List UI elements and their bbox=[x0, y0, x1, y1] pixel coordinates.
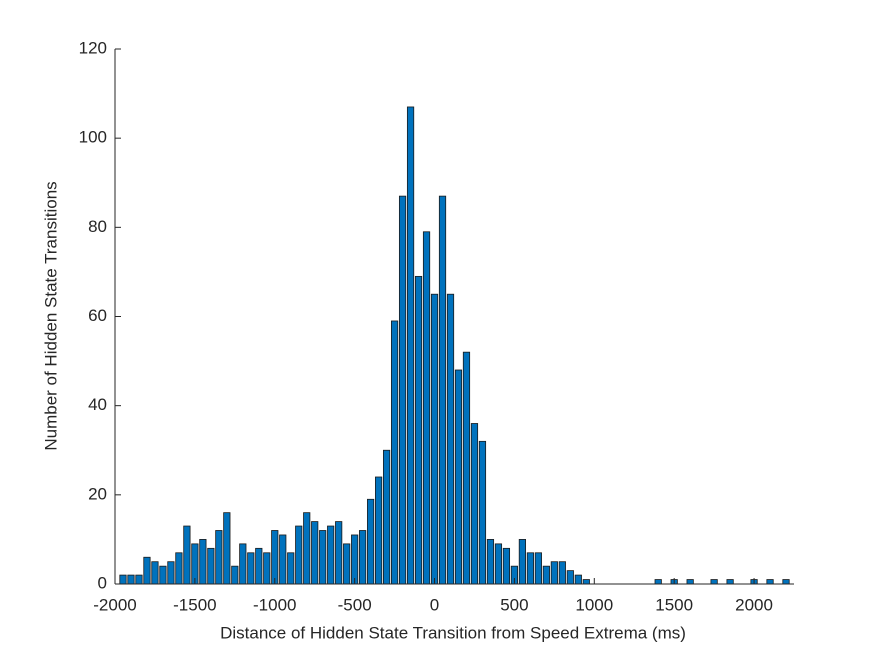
bar bbox=[287, 552, 295, 585]
bar bbox=[542, 565, 550, 585]
bar bbox=[343, 543, 351, 585]
y-tick-label: 0 bbox=[98, 573, 107, 592]
bar bbox=[390, 320, 399, 585]
bar bbox=[726, 579, 734, 585]
x-tick-label: -1000 bbox=[253, 595, 296, 614]
bar bbox=[159, 565, 167, 585]
y-tick-label: 80 bbox=[88, 217, 107, 236]
bar bbox=[470, 423, 479, 585]
bar bbox=[550, 561, 558, 585]
bar bbox=[526, 552, 534, 585]
bar bbox=[375, 476, 383, 585]
bar bbox=[327, 525, 335, 585]
bar bbox=[766, 579, 774, 585]
y-tick-label: 120 bbox=[79, 38, 107, 57]
bar bbox=[398, 195, 407, 585]
bar bbox=[462, 351, 471, 585]
bar bbox=[558, 561, 566, 585]
bar bbox=[422, 231, 431, 585]
x-tick-label: -2000 bbox=[93, 595, 136, 614]
x-tick-label: -1500 bbox=[173, 595, 216, 614]
bar bbox=[454, 369, 463, 585]
bar bbox=[295, 525, 303, 585]
bar bbox=[430, 293, 439, 585]
bar bbox=[582, 579, 590, 585]
bar bbox=[303, 512, 311, 585]
x-tick-label: 500 bbox=[500, 595, 528, 614]
bar bbox=[383, 449, 391, 585]
bar bbox=[518, 539, 526, 585]
bar bbox=[279, 534, 287, 585]
bar bbox=[207, 547, 215, 585]
bar bbox=[167, 561, 175, 585]
bar bbox=[151, 561, 159, 585]
x-tick-label: 0 bbox=[430, 595, 439, 614]
bar bbox=[414, 275, 423, 585]
bar bbox=[654, 579, 662, 585]
y-tick-label: 60 bbox=[88, 306, 107, 325]
y-tick-label: 100 bbox=[79, 128, 107, 147]
bar bbox=[494, 543, 503, 585]
bar bbox=[486, 539, 495, 585]
bar bbox=[199, 539, 207, 585]
bar bbox=[367, 498, 375, 585]
bar bbox=[351, 534, 359, 585]
y-axis-label: Number of Hidden State Transitions bbox=[41, 181, 60, 450]
bar bbox=[574, 574, 582, 585]
bar bbox=[127, 574, 135, 585]
bar bbox=[143, 556, 151, 585]
x-tick-label: 1500 bbox=[655, 595, 693, 614]
bar bbox=[502, 547, 511, 585]
x-tick-label: -500 bbox=[338, 595, 372, 614]
bar bbox=[175, 552, 183, 585]
bar bbox=[438, 195, 447, 585]
bar bbox=[135, 574, 143, 585]
bar bbox=[335, 521, 343, 585]
bar bbox=[319, 530, 327, 585]
bar bbox=[782, 579, 790, 585]
bar bbox=[710, 579, 718, 585]
bar bbox=[215, 530, 223, 585]
y-tick-label: 20 bbox=[88, 484, 107, 503]
bar bbox=[183, 525, 191, 585]
x-tick-label: 1000 bbox=[575, 595, 613, 614]
bar bbox=[566, 570, 574, 585]
bar bbox=[686, 579, 694, 585]
bar bbox=[406, 106, 415, 585]
bar bbox=[247, 552, 255, 585]
bar bbox=[263, 552, 271, 585]
bar bbox=[223, 512, 231, 585]
bar bbox=[359, 530, 367, 585]
x-axis-label: Distance of Hidden State Transition from… bbox=[220, 623, 686, 642]
bar bbox=[478, 440, 487, 585]
bar bbox=[255, 547, 263, 585]
bar bbox=[534, 552, 542, 585]
bar bbox=[239, 543, 247, 585]
y-tick-label: 40 bbox=[88, 395, 107, 414]
bar bbox=[119, 574, 127, 585]
bar bbox=[191, 543, 199, 585]
bar bbox=[271, 530, 279, 585]
bar bbox=[446, 293, 455, 585]
bar bbox=[311, 521, 319, 585]
bar bbox=[231, 565, 239, 585]
x-tick-label: 2000 bbox=[735, 595, 773, 614]
